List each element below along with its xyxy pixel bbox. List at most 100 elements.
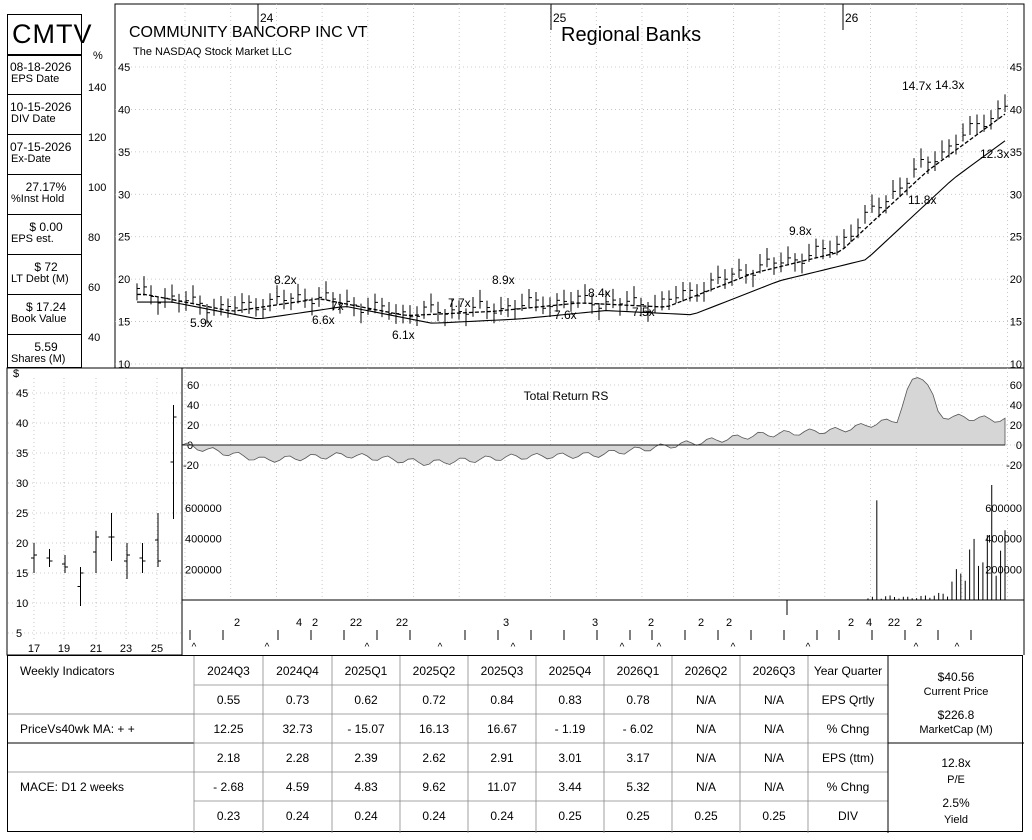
price-bar <box>388 301 392 320</box>
pe-label: 7.6x <box>554 308 577 322</box>
price-tick-left: 40 <box>118 104 130 116</box>
summary-label: Current Price <box>923 686 989 698</box>
table-cell: 0.73 <box>285 693 310 707</box>
price-bar <box>199 295 203 315</box>
pe-label: 8.2x <box>274 273 297 287</box>
small-y-tick: 15 <box>16 568 28 580</box>
price-frame <box>114 3 1025 369</box>
price-bar <box>654 294 658 313</box>
pct-tick: 60 <box>88 282 101 294</box>
price-bar <box>290 293 294 311</box>
event-count: 22 <box>350 617 362 629</box>
price-bar <box>899 177 903 198</box>
price-tick-left: 25 <box>118 232 130 244</box>
event-count: 22 <box>888 617 900 629</box>
event-count: 4 <box>866 617 872 629</box>
stat-divider <box>7 94 82 95</box>
small-x-tick: 17 <box>28 643 40 655</box>
vol-tick-right: 600000 <box>985 503 1022 515</box>
pct-tick: 140 <box>88 82 107 94</box>
stat-value: 27.17% <box>25 180 67 194</box>
event-count: 2 <box>648 617 654 629</box>
table-metric-name: % Chng <box>826 722 870 736</box>
stat-value: 5.59 <box>34 340 58 354</box>
price-tick-right: 20 <box>1010 274 1022 286</box>
price-bar <box>955 134 959 155</box>
stat-label: EPS est. <box>11 233 54 245</box>
pe-label: 7.7x <box>448 296 471 310</box>
table-cell: 0.24 <box>422 809 446 823</box>
vol-tick-left: 400000 <box>185 534 222 546</box>
price-tick-right: 25 <box>1010 232 1022 244</box>
stat-value: 07-15-2026 <box>10 140 72 154</box>
caret-mark: ^ <box>806 642 811 653</box>
stat-label: Ex-Date <box>11 153 51 165</box>
small-price-bar <box>155 513 161 567</box>
price-axis-right: 45 40 35 30 25 20 15 10 <box>1010 62 1022 371</box>
price-bar <box>248 295 252 314</box>
table-cell: 2.62 <box>422 751 446 765</box>
event-count: 2 <box>916 617 922 629</box>
event-count: 2 <box>234 617 240 629</box>
event-count: 2 <box>848 617 854 629</box>
price-bar <box>934 151 938 171</box>
table-cell: 0.25 <box>626 809 650 823</box>
price-bar <box>507 297 511 318</box>
stat-divider <box>7 174 82 175</box>
table-row-label: MACE: D1 2 weeks <box>20 780 125 794</box>
price-bar <box>150 285 154 305</box>
table-metric-name: DIV <box>837 809 858 823</box>
year-label: 24 <box>260 11 274 25</box>
stat-label: Shares (M) <box>11 353 66 365</box>
price-bar <box>913 158 917 178</box>
price-tick-right: 30 <box>1010 189 1022 201</box>
event-count: 2 <box>312 617 318 629</box>
price-bar <box>780 252 784 273</box>
small-price-bar <box>77 567 84 606</box>
price-bar <box>318 287 322 307</box>
table-cell: - 6.02 <box>622 722 654 736</box>
stat-divider <box>7 254 82 255</box>
price-tick-left: 15 <box>118 317 130 329</box>
price-bar <box>500 296 504 315</box>
price-bar <box>759 253 763 274</box>
table-cell: 0.25 <box>694 809 718 823</box>
price-bar <box>171 284 175 304</box>
rs-tick-right: 60 <box>1010 380 1022 392</box>
price-bar <box>815 238 819 258</box>
small-y-tick: 25 <box>16 508 28 520</box>
small-y-tick: 40 <box>16 418 28 430</box>
price-bar <box>647 301 651 322</box>
price-bar <box>465 308 469 327</box>
small-y-tick: 35 <box>16 448 28 460</box>
price-bar <box>696 284 700 302</box>
year-label: 26 <box>845 11 859 25</box>
pe-label: 14.7x <box>902 79 931 93</box>
stat-label: DIV Date <box>11 113 56 125</box>
year-markers: 24 25 26 <box>257 4 859 30</box>
price-bar <box>808 243 812 262</box>
price-bar <box>717 265 721 285</box>
caret-mark: ^ <box>955 642 960 653</box>
small-y-tick: 5 <box>16 628 22 640</box>
summary-label: Yield <box>943 814 969 826</box>
price-bar <box>479 289 483 309</box>
table-cell: 0.62 <box>354 693 378 707</box>
stat-label: %Inst Hold <box>11 193 65 205</box>
ticker-box: CMTV <box>7 14 92 55</box>
caret-mark: ^ <box>438 642 443 653</box>
price-bar <box>220 295 224 316</box>
price-bar <box>402 304 406 324</box>
rs-tick-left: 60 <box>187 380 199 392</box>
price-bar <box>619 298 623 316</box>
price-bar <box>794 253 798 272</box>
price-bar <box>885 195 889 214</box>
stat-value: $ 72 <box>34 260 58 274</box>
small-price-bar <box>62 555 68 573</box>
price-bar <box>626 290 630 311</box>
vol-tick-right: 400000 <box>985 534 1022 546</box>
price-tick-right: 15 <box>1010 317 1022 329</box>
price-tick-left: 45 <box>118 62 130 74</box>
price-bar <box>136 283 140 301</box>
